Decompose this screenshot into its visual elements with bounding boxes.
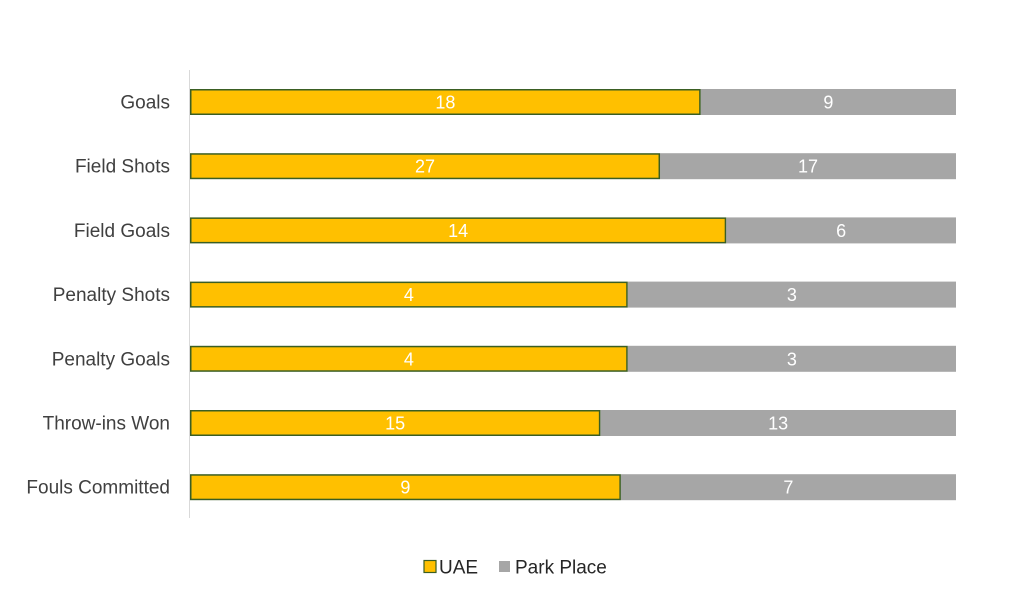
value-label-park-place-goals: 9 — [823, 93, 833, 113]
bar-park-place-field-shots — [660, 153, 956, 180]
value-label-uae-field-goals: 14 — [448, 221, 468, 241]
value-label-uae-throw-ins-won: 15 — [385, 414, 405, 434]
value-label-uae-penalty-shots: 4 — [404, 285, 414, 305]
value-label-uae-field-shots: 27 — [415, 157, 435, 177]
bar-uae-field-goals — [190, 217, 727, 244]
bar-park-place-throw-ins-won — [600, 410, 956, 436]
category-label-penalty-goals: Penalty Goals — [52, 349, 170, 370]
legend-label-uae: UAE — [439, 558, 478, 579]
category-label-goals: Goals — [120, 93, 170, 114]
bar-park-place-penalty-shots — [627, 281, 956, 308]
bar-uae-fouls-committed — [190, 474, 621, 501]
value-label-park-place-field-shots: 17 — [798, 157, 818, 177]
category-label-field-shots: Field Shots — [75, 157, 170, 178]
bar-park-place-goals — [700, 89, 956, 115]
bar-park-place-fouls-committed — [620, 474, 956, 501]
legend: UAE Park Place — [423, 558, 607, 579]
category-label-fouls-committed: Fouls Committed — [26, 478, 170, 499]
category-labels: Goals Field Shots Field Goals Penalty Shots… — [26, 93, 170, 499]
bar-uae-penalty-shots — [190, 281, 628, 308]
legend-swatch-uae — [423, 559, 437, 574]
bar-uae-throw-ins-won — [190, 410, 601, 436]
category-label-penalty-shots: Penalty Shots — [53, 285, 170, 306]
bar-park-place-field-goals — [726, 217, 956, 244]
value-label-park-place-penalty-shots: 3 — [787, 285, 797, 305]
value-label-uae-goals: 18 — [435, 93, 455, 113]
value-label-park-place-throw-ins-won: 13 — [768, 414, 788, 434]
value-label-park-place-fouls-committed: 7 — [783, 478, 793, 498]
value-label-park-place-field-goals: 6 — [836, 221, 846, 241]
category-label-throw-ins-won: Throw-ins Won — [43, 414, 170, 435]
value-label-uae-fouls-committed: 9 — [400, 478, 410, 498]
legend-label-park-place: Park Place — [515, 558, 607, 579]
legend-swatch-park-place — [499, 561, 510, 572]
bars-group: 18 9 27 17 14 6 4 3 4 3 15 13 9 7 — [190, 89, 956, 501]
category-label-field-goals: Field Goals — [74, 221, 170, 242]
value-label-park-place-penalty-goals: 3 — [787, 349, 797, 369]
bar-uae-field-shots — [190, 153, 661, 180]
value-label-uae-penalty-goals: 4 — [404, 349, 414, 369]
bar-uae-goals — [190, 89, 701, 115]
bar-uae-penalty-goals — [190, 345, 628, 372]
bar-park-place-penalty-goals — [627, 345, 956, 372]
